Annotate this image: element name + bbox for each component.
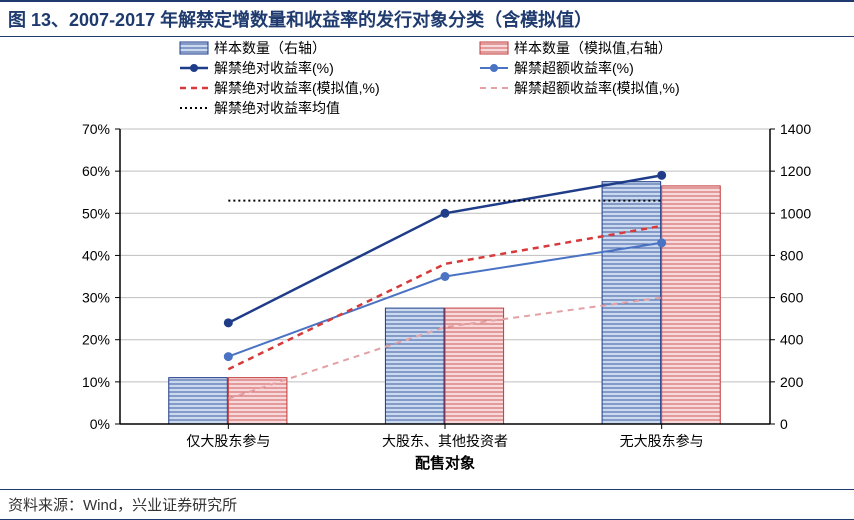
svg-text:样本数量（模拟值,右轴）: 样本数量（模拟值,右轴） (514, 40, 672, 56)
bar (602, 182, 661, 424)
y-left-tick: 50% (82, 205, 110, 221)
marker (657, 238, 666, 247)
bar (662, 186, 721, 424)
y-left-tick: 10% (82, 374, 110, 390)
x-tick: 大股东、其他投资者 (382, 433, 508, 449)
svg-text:解禁超额收益率(%): 解禁超额收益率(%) (514, 60, 634, 76)
svg-text:样本数量（右轴）: 样本数量（右轴） (214, 40, 326, 56)
x-axis-title: 配售对象 (415, 454, 475, 472)
x-tick: 仅大股东参与 (186, 433, 270, 449)
svg-text:解禁绝对收益率(模拟值,%): 解禁绝对收益率(模拟值,%) (214, 80, 380, 96)
marker (224, 352, 233, 361)
legend-item: 解禁绝对收益率(%) (180, 60, 334, 76)
y-right-tick: 1000 (780, 205, 811, 221)
chart-title: 图 13、2007-2017 年解禁定增数量和收益率的发行对象分类（含模拟值） (0, 0, 854, 37)
legend-item: 解禁绝对收益率均值 (180, 100, 340, 116)
y-right-tick: 200 (780, 374, 804, 390)
y-left-tick: 0% (90, 416, 110, 432)
marker (441, 272, 450, 281)
chart-area: 0% 10% 20% 30% 40% 50% 60% 70% 0 200 400 600 800 1000… (40, 34, 830, 484)
svg-text:解禁绝对收益率(%): 解禁绝对收益率(%) (214, 60, 334, 76)
svg-text:解禁绝对收益率均值: 解禁绝对收益率均值 (214, 100, 340, 116)
y-right-tick: 600 (780, 290, 804, 306)
bar (169, 378, 228, 424)
y-left-tick: 40% (82, 247, 110, 263)
y-right-tick: 800 (780, 247, 804, 263)
x-tick: 无大股东参与 (620, 433, 704, 449)
y-left-tick: 70% (82, 121, 110, 137)
legend-item: 样本数量（右轴） (180, 40, 326, 56)
marker (657, 171, 666, 180)
svg-text:解禁超额收益率(模拟值,%): 解禁超额收益率(模拟值,%) (514, 80, 680, 96)
y-left-tick: 60% (82, 163, 110, 179)
y-right-tick: 0 (780, 416, 788, 432)
bar (445, 308, 504, 424)
legend-item: 解禁超额收益率(模拟值,%) (480, 80, 680, 96)
legend-item: 解禁超额收益率(%) (480, 60, 634, 76)
bar (385, 308, 444, 424)
y-right-tick: 400 (780, 332, 804, 348)
line (228, 175, 661, 323)
legend-item: 解禁绝对收益率(模拟值,%) (180, 80, 380, 96)
source-line: 资料来源：Wind，兴业证券研究所 (0, 489, 854, 520)
bar (228, 378, 287, 424)
y-left-tick: 30% (82, 290, 110, 306)
y-left-tick: 20% (82, 332, 110, 348)
legend-item: 样本数量（模拟值,右轴） (480, 40, 672, 56)
y-right-tick: 1200 (780, 163, 811, 179)
marker (224, 318, 233, 327)
marker (441, 209, 450, 218)
y-right-tick: 1400 (780, 121, 811, 137)
